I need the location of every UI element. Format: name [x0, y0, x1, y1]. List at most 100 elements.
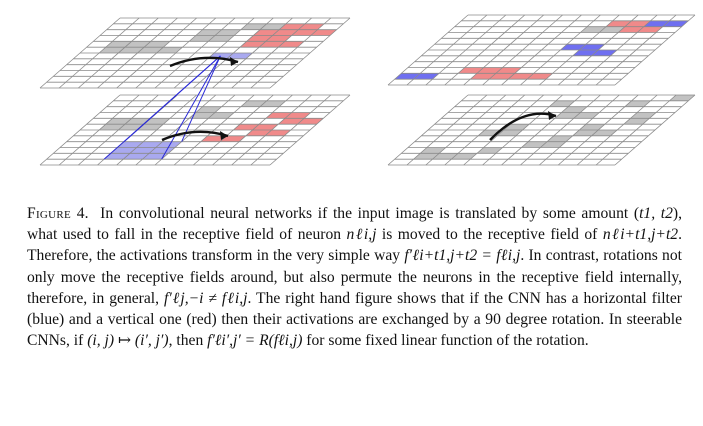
grid-cell: [572, 50, 599, 56]
grid-cell: [618, 26, 644, 33]
grid-cell: [208, 35, 235, 42]
grid-cell: [508, 73, 534, 80]
grid-line: [614, 94, 696, 166]
math-rotation-inequality: f′ℓj,−i ≠ fℓi,j: [163, 289, 248, 307]
grid-line: [269, 94, 351, 166]
funnel-line: [161, 55, 221, 160]
math-neuron-shifted: nℓi+t1,j+t2: [602, 226, 679, 244]
grid-cell: [245, 130, 272, 136]
grid-cell: [662, 20, 689, 27]
grid-cell: [413, 73, 440, 80]
grid-cell: [125, 118, 151, 125]
grid-cell: [118, 47, 145, 53]
output-grid-right: [387, 14, 696, 86]
grid-cell: [265, 130, 291, 136]
grid-cell: [136, 141, 163, 148]
grid-cell: [623, 118, 650, 125]
grid-cell: [630, 112, 657, 119]
grid-cell: [240, 41, 266, 48]
grid-cell: [554, 112, 581, 119]
funnel-line: [181, 55, 221, 142]
grid-cell: [489, 73, 515, 80]
grid-cell: [220, 135, 246, 142]
grid-line: [595, 14, 677, 86]
grid-cell: [560, 44, 586, 50]
grid-cell: [477, 147, 503, 154]
grid-line: [614, 14, 696, 86]
grid-cell: [573, 112, 600, 119]
grid-cell: [215, 29, 241, 36]
grid-cell: [310, 29, 337, 36]
grid-cell: [259, 41, 285, 48]
grid-cell: [278, 118, 305, 125]
caption-text-7: , then: [168, 332, 208, 350]
grid-cell: [279, 23, 305, 30]
grid-cell: [624, 20, 651, 27]
grid-cell: [637, 26, 663, 33]
grid-cell: [149, 147, 175, 154]
grid-cell: [130, 147, 156, 154]
grid-cell: [624, 100, 651, 107]
grid-cell: [240, 100, 267, 107]
grid-cell: [297, 118, 324, 125]
grid-cell: [495, 67, 522, 74]
output-grid-left: [39, 17, 351, 89]
grid-cell: [253, 29, 280, 36]
grid-cell: [470, 73, 496, 80]
grid-cell: [137, 124, 164, 130]
grid-cell: [458, 67, 484, 74]
math-translation-rule: f′ℓi+t1,j+t2 = fℓi,j: [404, 247, 521, 265]
grid-cell: [260, 23, 286, 30]
grid-cell: [432, 153, 459, 160]
grid-cell: [233, 124, 260, 130]
grid-cell: [265, 112, 292, 119]
grid-cell: [99, 47, 125, 53]
grid-cell: [591, 50, 618, 56]
arrowhead-icon: [230, 57, 238, 66]
grid-cell: [606, 20, 632, 27]
grid-line: [250, 94, 332, 166]
grid-cell: [200, 135, 227, 142]
figure-label: Figure: [27, 205, 72, 222]
caption-text-5: . In contrast, rotations not only move t…: [27, 247, 682, 307]
grid-cell: [579, 124, 605, 130]
grid-cell: [413, 153, 440, 160]
grid-cell: [540, 141, 566, 148]
grid-cell: [252, 124, 279, 130]
grid-cell: [105, 118, 132, 125]
grid-cell: [394, 73, 421, 80]
grid-cell: [549, 100, 575, 107]
grid-cell: [265, 35, 292, 42]
grid-cell: [260, 100, 286, 107]
grid-cell: [497, 130, 523, 136]
grid-cell: [272, 29, 299, 36]
grid-cell: [643, 20, 670, 27]
grid-cell: [195, 106, 222, 113]
grid-cell: [110, 147, 137, 154]
grid-cell: [123, 153, 150, 160]
input-grid-right: [387, 94, 696, 166]
grid-line: [269, 17, 351, 89]
grid-cell: [579, 44, 605, 50]
grid-cell: [246, 35, 273, 42]
math-index-map: (i, j) ↦ (i′, j′): [87, 332, 169, 350]
funnel-line: [123, 55, 221, 143]
figure-caption: Figure 4. In convolutional neural networ…: [27, 203, 682, 351]
grid-cell: [521, 141, 548, 148]
grid-cell: [156, 47, 183, 53]
arrowhead-icon: [548, 111, 556, 120]
figure-number: 4.: [76, 205, 89, 222]
grid-cell: [420, 147, 446, 154]
grid-cell: [155, 141, 182, 148]
grid-line: [250, 17, 332, 89]
grid-cell: [208, 112, 235, 119]
grid-cell: [291, 29, 318, 36]
grid-cell: [580, 26, 606, 33]
receptive-field-funnel-icon: [103, 55, 221, 160]
grid-cell: [599, 26, 625, 33]
grid-cell: [125, 41, 151, 48]
grid-cell: [189, 112, 215, 119]
math-shift: t1, t2: [639, 205, 673, 222]
figure-illustration: [39, 14, 696, 166]
grid-cell: [591, 130, 618, 136]
